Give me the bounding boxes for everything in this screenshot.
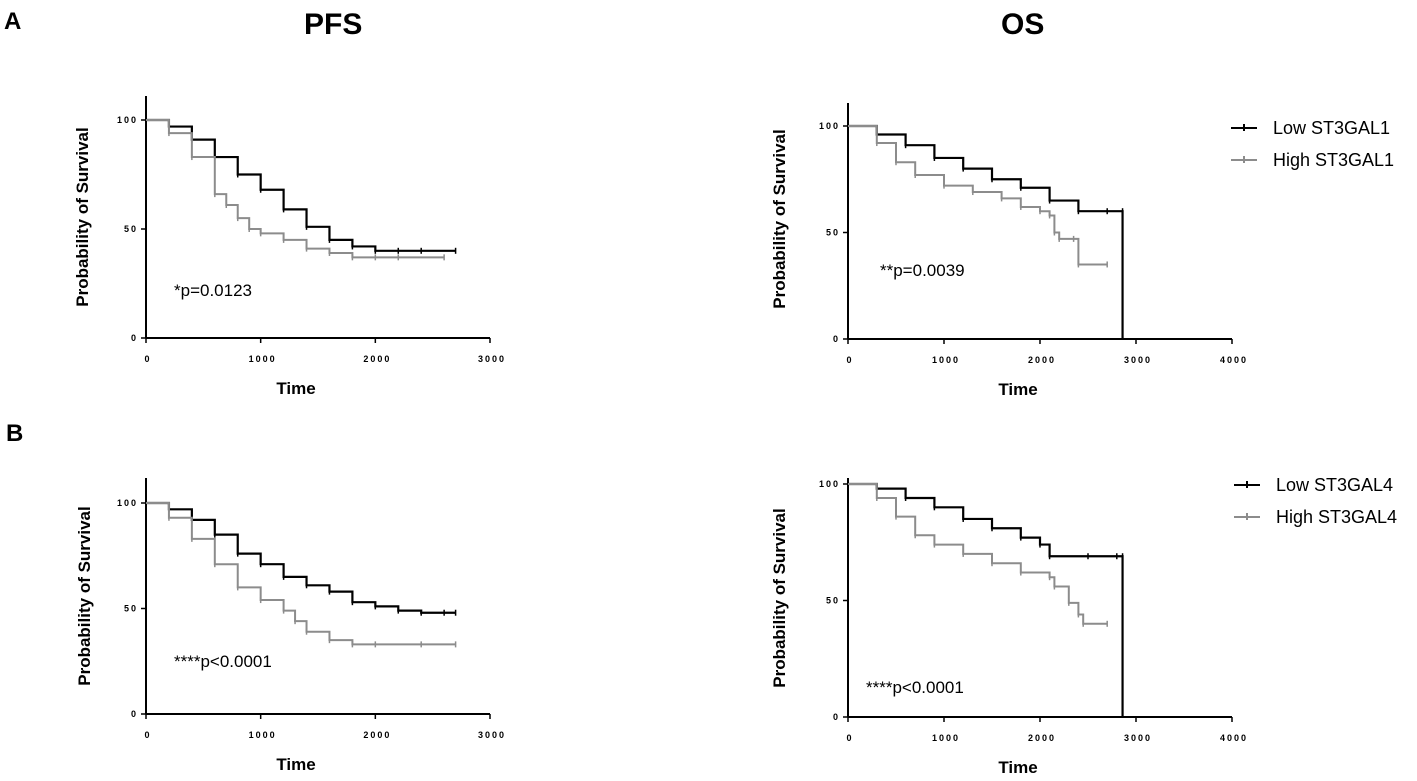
a_os-y-tick-label: 100	[819, 121, 840, 131]
a_os-x-axis-label: Time	[998, 380, 1037, 399]
a_pfs-x-tick-label: 2000	[363, 354, 391, 364]
b_os-series-high	[848, 483, 1108, 625]
b_pfs-p-value: ****p<0.0001	[174, 652, 272, 671]
a_os-series-low	[848, 124, 1124, 339]
b_pfs-y-tick-label: 100	[117, 498, 138, 508]
a_pfs-p-value: *p=0.0123	[174, 281, 252, 300]
b_pfs-x-axis-label: Time	[276, 755, 315, 774]
a_os-x-tick-label: 2000	[1028, 355, 1056, 365]
b_os-y-tick-label: 50	[826, 596, 840, 606]
a_pfs-x-tick-label: 3000	[478, 354, 506, 364]
a_pfs-y-tick-label: 0	[131, 333, 138, 343]
column-title-os: OS	[1001, 8, 1045, 41]
b_pfs-y-axis-label: Probability of Survival	[75, 506, 94, 686]
a_os-y-axis-label: Probability of Survival	[770, 129, 789, 309]
panel-label-b: B	[6, 420, 24, 447]
a_pfs-x-tick-label: 1000	[249, 354, 277, 364]
column-title-pfs: PFS	[304, 8, 363, 41]
a_pfs-y-tick-label: 100	[117, 115, 138, 125]
a_os-series-high	[848, 125, 1108, 266]
b_os-x-axis-label: Time	[998, 758, 1037, 777]
panel-label-a: A	[4, 8, 22, 35]
row_a-legend-high-label: High ST3GAL1	[1273, 150, 1394, 170]
row_b-legend-low-label: Low ST3GAL4	[1276, 475, 1393, 495]
b_os-x-tick-label: 2000	[1028, 733, 1056, 743]
b_pfs-series-high	[146, 502, 456, 646]
b_os-x-tick-label: 0	[846, 733, 853, 743]
a_os-x-tick-label: 3000	[1124, 355, 1152, 365]
b_os-x-tick-label: 4000	[1220, 733, 1248, 743]
b_pfs-y-tick-label: 0	[131, 709, 138, 719]
b_pfs-x-tick-label: 0	[144, 730, 151, 740]
b_os-y-tick-label: 0	[833, 712, 840, 722]
b_os-x-tick-label: 1000	[932, 733, 960, 743]
b_os-y-tick-label: 100	[819, 479, 840, 489]
a_os-y-tick-label: 50	[826, 228, 840, 238]
a_pfs-x-axis-label: Time	[276, 379, 315, 398]
b_pfs-y-tick-label: 50	[124, 604, 138, 614]
row_b-legend-high-label: High ST3GAL4	[1276, 507, 1397, 527]
a_pfs-y-tick-label: 50	[124, 224, 138, 234]
b_pfs-x-tick-label: 2000	[363, 730, 391, 740]
b_os-p-value: ****p<0.0001	[866, 678, 964, 697]
a_os-x-tick-label: 1000	[932, 355, 960, 365]
a_os-y-tick-label: 0	[833, 334, 840, 344]
b_os-x-tick-label: 3000	[1124, 733, 1152, 743]
row_a-legend-low-label: Low ST3GAL1	[1273, 118, 1390, 138]
b_pfs-x-tick-label: 1000	[249, 730, 277, 740]
a_os-x-tick-label: 0	[846, 355, 853, 365]
a_os-p-value: **p=0.0039	[880, 261, 965, 280]
b_os-y-axis-label: Probability of Survival	[770, 508, 789, 688]
b_pfs-x-tick-label: 3000	[478, 730, 506, 740]
a_pfs-x-tick-label: 0	[144, 354, 151, 364]
a_os-x-tick-label: 4000	[1220, 355, 1248, 365]
a_pfs-y-axis-label: Probability of Survival	[73, 127, 92, 307]
a_pfs-series-high	[146, 119, 445, 259]
